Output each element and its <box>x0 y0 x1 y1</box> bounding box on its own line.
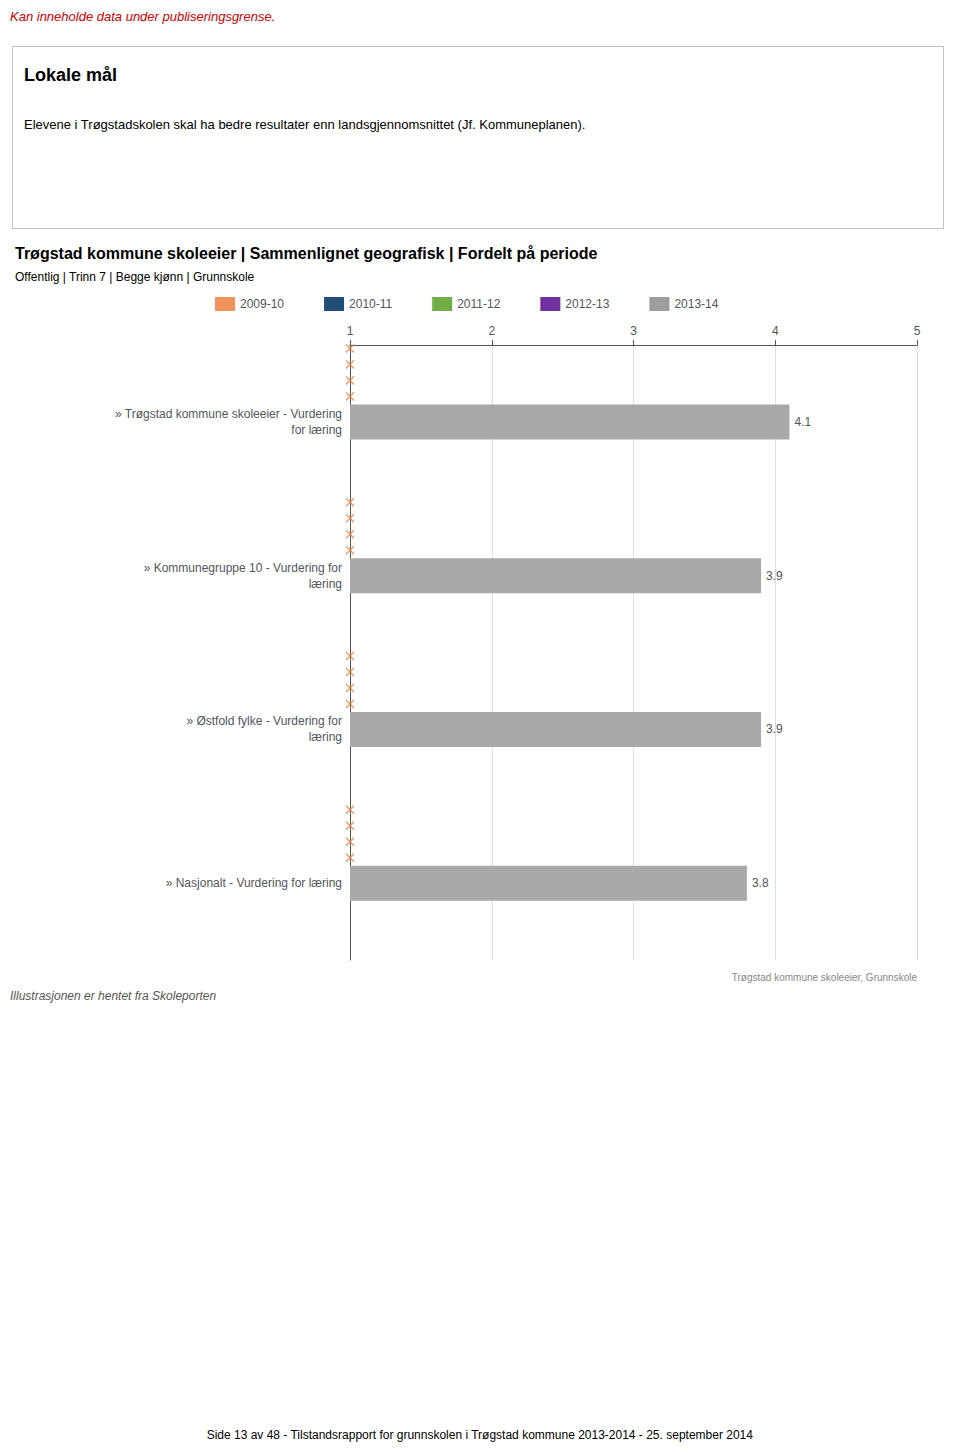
svg-text:2: 2 <box>488 324 495 338</box>
svg-text:Offentlig | Trinn 7 | Begge kj: Offentlig | Trinn 7 | Begge kjønn | Grun… <box>15 270 255 284</box>
svg-text:2012-13: 2012-13 <box>565 297 609 311</box>
svg-text:» Trøgstad kommune skoleeier -: » Trøgstad kommune skoleeier - Vurdering <box>115 407 342 421</box>
svg-text:Trøgstad kommune skoleeier | S: Trøgstad kommune skoleeier | Sammenligne… <box>15 245 598 262</box>
svg-text:2010-11: 2010-11 <box>349 297 392 311</box>
svg-text:2009-10: 2009-10 <box>240 297 284 311</box>
svg-text:4.1: 4.1 <box>794 415 811 429</box>
svg-text:» Nasjonalt - Vurdering for læ: » Nasjonalt - Vurdering for læring <box>166 876 342 890</box>
svg-text:læring: læring <box>309 577 342 591</box>
svg-text:Lokale mål: Lokale mål <box>24 65 117 85</box>
svg-text:for læring: for læring <box>291 423 342 437</box>
svg-text:3.8: 3.8 <box>752 876 769 890</box>
svg-text:1: 1 <box>347 324 354 338</box>
svg-text:Kan inneholde data under publi: Kan inneholde data under publiseringsgre… <box>10 9 275 24</box>
svg-text:Trøgstad kommune skoleeier, Gr: Trøgstad kommune skoleeier, Grunnskole <box>732 972 918 983</box>
svg-text:Side 13 av 48 - Tilstandsrappo: Side 13 av 48 - Tilstandsrapport for gru… <box>207 1428 754 1442</box>
svg-text:3: 3 <box>630 324 637 338</box>
svg-text:2011-12: 2011-12 <box>457 297 500 311</box>
svg-text:» Kommunegruppe 10 - Vurdering: » Kommunegruppe 10 - Vurdering for <box>144 561 342 575</box>
svg-text:3.9: 3.9 <box>766 569 783 583</box>
svg-text:Elevene i Trøgstadskolen skal: Elevene i Trøgstadskolen skal ha bedre r… <box>24 117 585 132</box>
svg-text:2013-14: 2013-14 <box>674 297 718 311</box>
svg-text:5: 5 <box>914 324 921 338</box>
svg-text:Illustrasjonen er hentet fra S: Illustrasjonen er hentet fra Skoleporten <box>10 989 216 1003</box>
svg-text:læring: læring <box>309 730 342 744</box>
svg-text:4: 4 <box>772 324 779 338</box>
svg-text:3.9: 3.9 <box>766 722 783 736</box>
svg-text:» Østfold fylke - Vurdering fo: » Østfold fylke - Vurdering for <box>186 714 342 728</box>
